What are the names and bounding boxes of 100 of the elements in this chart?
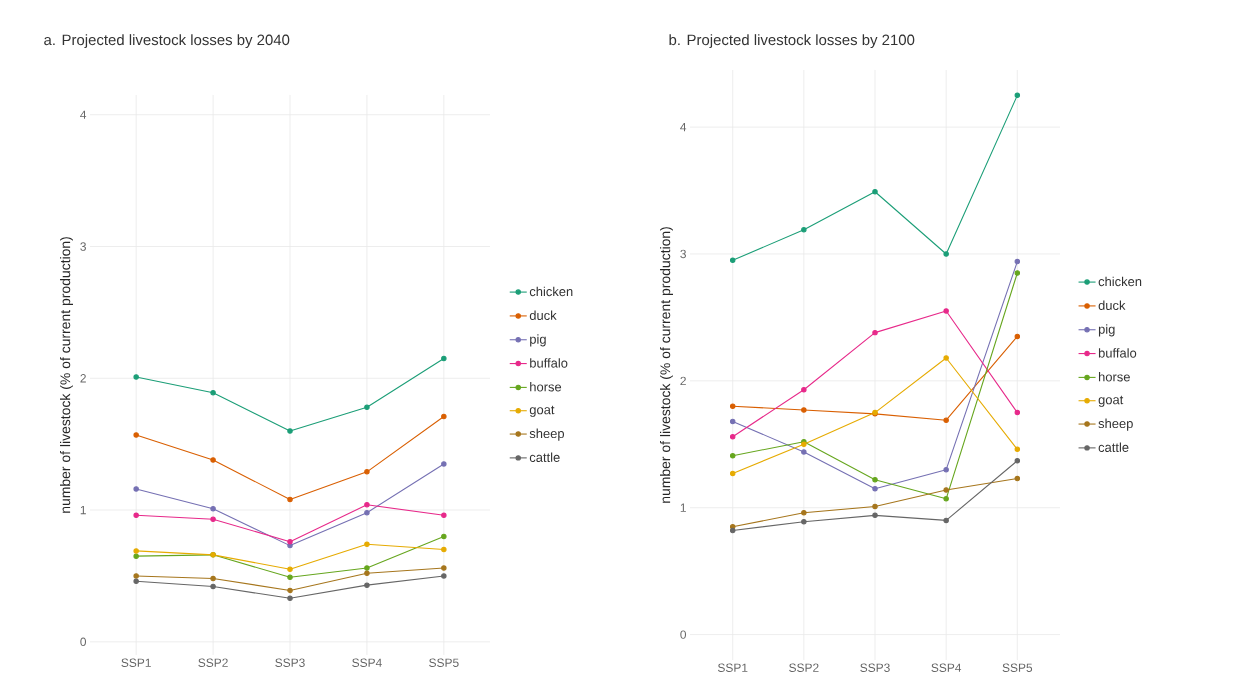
point bbox=[943, 417, 949, 423]
y-tick-label: 4 bbox=[680, 122, 687, 132]
legend-label: pig bbox=[1098, 324, 1115, 337]
point bbox=[364, 404, 370, 411]
point bbox=[364, 582, 370, 588]
point bbox=[1014, 458, 1021, 464]
point bbox=[441, 533, 447, 540]
point bbox=[287, 595, 293, 602]
y-tick-label: 3 bbox=[80, 242, 86, 251]
point bbox=[872, 485, 878, 492]
point bbox=[133, 573, 139, 579]
point bbox=[801, 518, 807, 525]
point bbox=[133, 548, 139, 554]
point bbox=[210, 583, 216, 590]
legend-label: pig bbox=[530, 334, 546, 347]
point bbox=[729, 257, 736, 264]
y-tick-label: 0 bbox=[680, 630, 687, 639]
point bbox=[801, 510, 807, 516]
point bbox=[872, 503, 878, 510]
point bbox=[287, 574, 293, 580]
legend-label: duck bbox=[1098, 300, 1126, 310]
point bbox=[364, 502, 370, 508]
y-axis-title: number of livestock (% of current production) bbox=[60, 237, 73, 513]
point bbox=[210, 575, 216, 582]
y-tick-label: 1 bbox=[680, 503, 686, 512]
point bbox=[210, 516, 216, 523]
chart-title: b. Projected livestock losses by 2100 bbox=[669, 34, 915, 49]
point bbox=[133, 512, 139, 519]
point bbox=[943, 487, 949, 493]
point bbox=[1014, 475, 1021, 482]
point bbox=[364, 565, 370, 571]
legend-label: cattle bbox=[1098, 442, 1129, 452]
point bbox=[943, 517, 949, 524]
y-tick-label: 4 bbox=[80, 110, 87, 119]
x-tick-label: SSP3 bbox=[275, 658, 305, 667]
legend-label: goat bbox=[1098, 395, 1124, 407]
point bbox=[801, 407, 807, 413]
point bbox=[210, 390, 216, 396]
legend-label: horse bbox=[530, 381, 562, 392]
point bbox=[943, 251, 949, 257]
point bbox=[287, 566, 293, 573]
point bbox=[441, 355, 447, 362]
point bbox=[943, 466, 949, 473]
point bbox=[1014, 333, 1021, 340]
point bbox=[872, 477, 878, 483]
point bbox=[943, 308, 949, 314]
point bbox=[210, 457, 216, 463]
x-tick-label: SSP3 bbox=[860, 663, 890, 672]
legend-label: buffalo bbox=[530, 358, 568, 368]
point bbox=[729, 452, 736, 459]
point bbox=[872, 512, 878, 519]
point bbox=[801, 227, 807, 233]
y-tick-label: 3 bbox=[680, 249, 686, 259]
point bbox=[287, 587, 293, 594]
point bbox=[133, 374, 139, 380]
point bbox=[441, 413, 447, 420]
legend-label: buffalo bbox=[1098, 348, 1137, 358]
x-tick-label: SSP1 bbox=[717, 663, 748, 672]
point bbox=[441, 512, 447, 519]
point bbox=[133, 578, 139, 584]
point bbox=[1014, 409, 1021, 416]
point bbox=[364, 469, 370, 475]
y-tick-label: 2 bbox=[80, 374, 86, 383]
point bbox=[729, 470, 736, 477]
point bbox=[1014, 92, 1021, 99]
point bbox=[729, 524, 736, 530]
chart-title: a. Projected livestock losses by 2040 bbox=[44, 34, 290, 49]
point bbox=[441, 565, 447, 571]
point bbox=[943, 496, 949, 502]
point bbox=[364, 509, 370, 516]
point bbox=[872, 329, 878, 336]
point bbox=[729, 418, 736, 425]
x-tick-label: SSP4 bbox=[931, 663, 962, 672]
point bbox=[287, 496, 293, 503]
point bbox=[364, 541, 370, 548]
legend-label: chicken bbox=[529, 286, 573, 297]
point bbox=[943, 355, 949, 361]
y-tick-label: 0 bbox=[80, 637, 87, 647]
y-tick-label: 1 bbox=[80, 505, 86, 515]
x-tick-label: SSP5 bbox=[429, 658, 459, 667]
legend-label: chicken bbox=[1098, 276, 1142, 287]
legend-label: duck bbox=[529, 310, 557, 320]
point bbox=[729, 433, 736, 440]
point bbox=[287, 428, 293, 434]
x-tick-label: SSP2 bbox=[198, 658, 228, 667]
point bbox=[210, 505, 216, 512]
y-axis-title: number of livestock (% of current production) bbox=[660, 227, 673, 503]
y-tick-label: 2 bbox=[680, 376, 686, 386]
point bbox=[441, 573, 447, 579]
point bbox=[364, 570, 370, 577]
point bbox=[801, 386, 807, 393]
point bbox=[441, 461, 447, 467]
legend-label: goat bbox=[529, 405, 555, 417]
point bbox=[133, 486, 139, 492]
point bbox=[1014, 270, 1021, 276]
point bbox=[872, 189, 878, 195]
x-tick-label: SSP1 bbox=[121, 658, 151, 667]
legend-label: sheep bbox=[1098, 418, 1133, 431]
point bbox=[801, 449, 807, 455]
point bbox=[287, 538, 293, 545]
